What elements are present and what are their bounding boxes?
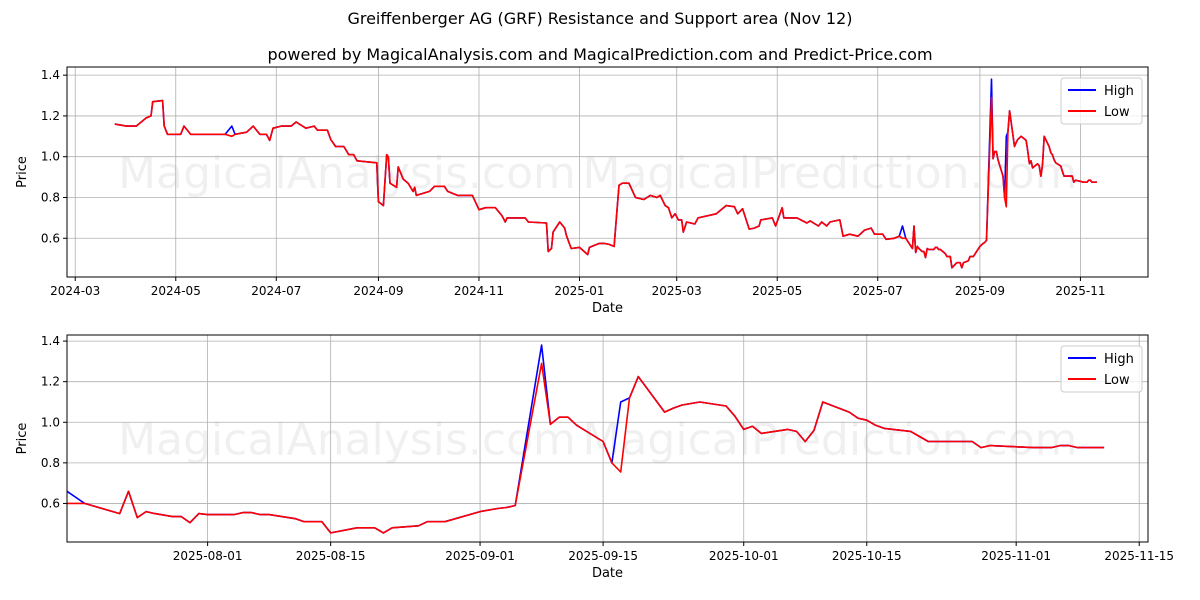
watermark: MagicalPrediction.com: [583, 148, 1078, 199]
y-axis-label: Price: [15, 156, 30, 188]
legend-label-high: High: [1104, 352, 1134, 367]
x-axis-label: Date: [592, 566, 623, 581]
x-tick-label: 2024-11: [454, 284, 504, 298]
x-tick-label: 2025-07: [853, 284, 903, 298]
legend: High Low: [1060, 345, 1143, 393]
x-tick-label: 2024-05: [151, 284, 201, 298]
low-series-line: [67, 362, 1105, 534]
y-tick-label: 0.8: [41, 456, 60, 470]
y-tick-label: 1.2: [41, 109, 60, 123]
y-tick-label: 1.2: [41, 375, 60, 389]
x-tick-label: 2025-11: [1055, 284, 1105, 298]
plot-frame: [66, 66, 1149, 278]
chart-title: Greiffenberger AG (GRF) Resistance and S…: [347, 9, 853, 28]
chart-subtitle: powered by MagicalAnalysis.com and Magic…: [267, 45, 933, 64]
y-tick-label: 0.6: [41, 496, 60, 510]
panel-bottom: MagicalAnalysis.com MagicalPrediction.com…: [15, 334, 1174, 581]
panel-top: MagicalAnalysis.com MagicalPrediction.com…: [15, 66, 1149, 316]
x-tick-label: 2025-01: [554, 284, 604, 298]
x-tick-label: 2025-11-15: [1104, 549, 1174, 563]
y-tick-label: 0.8: [41, 190, 60, 204]
y-axis-label: Price: [15, 423, 30, 455]
legend-label-high: High: [1104, 84, 1134, 99]
legend: High Low: [1060, 77, 1143, 125]
x-tick-label: 2025-09-15: [568, 549, 638, 563]
x-tick-label: 2025-11-01: [981, 549, 1051, 563]
y-tick-label: 1.0: [41, 150, 60, 164]
watermark: MagicalAnalysis.com: [118, 415, 576, 466]
x-tick-label: 2025-10-01: [709, 549, 779, 563]
x-tick-label: 2025-10-15: [832, 549, 902, 563]
y-tick-label: 1.0: [41, 415, 60, 429]
plot-frame: [66, 334, 1149, 543]
x-tick-label: 2025-09-01: [445, 549, 515, 563]
x-tick-label: 2025-05: [752, 284, 802, 298]
x-tick-label: 2025-09: [955, 284, 1005, 298]
x-axis-label: Date: [592, 301, 623, 316]
x-tick-label: 2025-03: [652, 284, 702, 298]
x-tick-label: 2025-08-15: [296, 549, 366, 563]
x-tick-label: 2025-08-01: [173, 549, 243, 563]
x-tick-label: 2024-07: [251, 284, 301, 298]
watermark: MagicalAnalysis.com: [118, 148, 576, 199]
x-tick-label: 2024-03: [50, 284, 100, 298]
y-tick-label: 1.4: [41, 68, 60, 82]
y-tick-label: 1.4: [41, 334, 60, 348]
legend-label-low: Low: [1104, 373, 1130, 388]
x-tick-label: 2024-09: [353, 284, 403, 298]
low-series-line: [114, 96, 1097, 269]
watermark: MagicalPrediction.com: [583, 415, 1078, 466]
y-tick-label: 0.6: [41, 231, 60, 245]
legend-label-low: Low: [1104, 105, 1130, 120]
